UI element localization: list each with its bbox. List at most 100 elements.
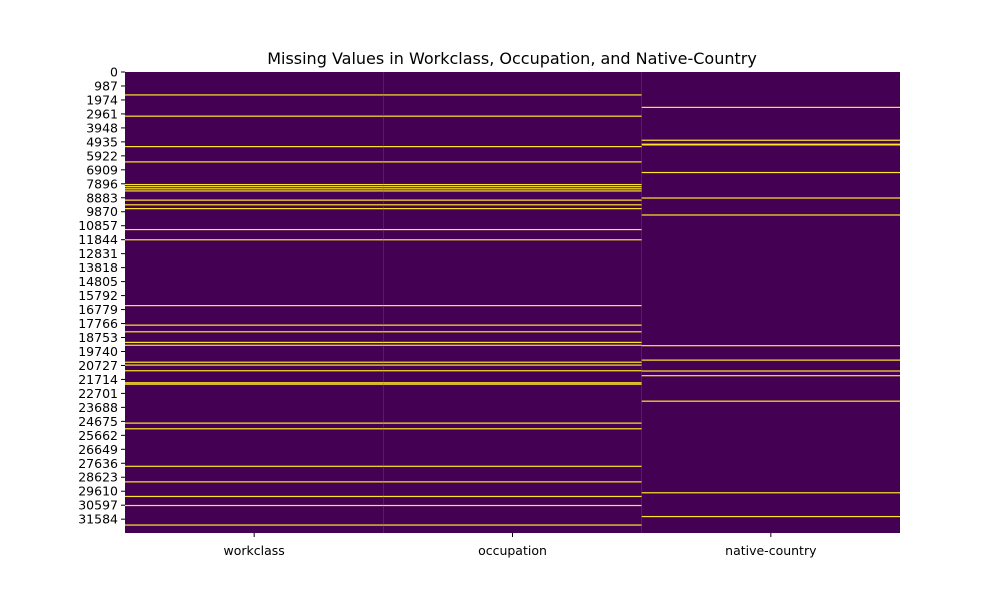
- missing-value-line: [641, 375, 900, 377]
- missing-value-line: [383, 161, 642, 163]
- y-tick-label: 26649: [78, 442, 118, 457]
- missing-value-line: [383, 239, 642, 241]
- y-tick-label: 13818: [78, 260, 118, 275]
- missing-value-line: [125, 331, 384, 333]
- missing-value-line: [125, 161, 384, 163]
- missing-value-line: [125, 370, 384, 372]
- missing-value-line: [383, 331, 642, 333]
- missing-value-line: [383, 186, 642, 188]
- missing-value-line: [383, 305, 642, 307]
- missing-value-line: [641, 144, 900, 146]
- missing-value-line: [641, 400, 900, 402]
- missing-value-line: [125, 524, 384, 526]
- heatmap-column-workclass: [125, 72, 384, 533]
- missing-value-line: [383, 465, 642, 467]
- y-tick-label: 30597: [78, 498, 118, 513]
- chart-title: Missing Values in Workclass, Occupation,…: [267, 49, 757, 68]
- y-tick-label: 15792: [78, 288, 118, 303]
- y-tick-label: 1974: [86, 92, 118, 107]
- missing-value-line: [383, 481, 642, 483]
- missing-value-line: [125, 204, 384, 206]
- y-tick-label: 29610: [78, 484, 118, 499]
- missing-value-line: [641, 345, 900, 347]
- missing-value-line: [125, 305, 384, 307]
- missing-value-line: [125, 341, 384, 344]
- missing-value-line: [383, 146, 642, 148]
- y-tick-label: 12831: [78, 246, 118, 261]
- missing-value-line: [125, 465, 384, 467]
- missing-value-line: [383, 341, 642, 344]
- missing-value-line: [641, 197, 900, 199]
- y-tick-label: 8883: [86, 190, 118, 205]
- y-tick-label: 14805: [78, 274, 118, 289]
- missing-value-line: [383, 190, 642, 192]
- missing-value-line: [125, 324, 384, 326]
- y-tick-label: 5922: [86, 148, 118, 163]
- x-tick-label-workclass: workclass: [224, 543, 285, 558]
- y-tick-label: 0: [110, 65, 118, 80]
- missing-value-line: [641, 515, 900, 518]
- missing-value-line: [383, 183, 642, 186]
- missing-value-line: [125, 344, 384, 346]
- missing-value-line: [383, 188, 642, 190]
- y-tick-label: 2961: [86, 106, 118, 121]
- y-tick-label: 24675: [78, 414, 118, 429]
- missing-value-line: [125, 382, 384, 384]
- missing-value-line: [641, 359, 900, 361]
- missing-value-line: [125, 183, 384, 186]
- y-tick-label: 18753: [78, 330, 118, 345]
- missing-value-line: [641, 214, 900, 216]
- missing-value-line: [125, 146, 384, 148]
- y-tick-label: 25662: [78, 428, 118, 443]
- missing-value-line: [125, 94, 384, 96]
- y-tick-label: 11844: [78, 232, 118, 247]
- y-tick-label: 4935: [86, 134, 118, 149]
- missing-value-line: [383, 428, 642, 430]
- heatmap-plot-area: [125, 72, 900, 533]
- missing-value-line: [641, 370, 900, 372]
- missing-value-line: [125, 115, 384, 117]
- missing-value-line: [641, 143, 900, 145]
- missing-value-line: [125, 199, 384, 201]
- y-tick-label: 28623: [78, 470, 118, 485]
- y-tick-label: 9870: [86, 204, 118, 219]
- missing-value-line: [383, 495, 642, 498]
- y-tick-label: 27636: [78, 456, 118, 471]
- y-tick-label: 10857: [78, 218, 118, 233]
- missing-value-line: [383, 422, 642, 424]
- missing-value-line: [641, 106, 900, 108]
- missing-value-line: [383, 199, 642, 201]
- missing-value-line: [125, 422, 384, 424]
- y-tick-label: 7896: [86, 176, 118, 191]
- missing-value-line: [125, 239, 384, 241]
- y-tick-label: 21714: [78, 372, 118, 387]
- missing-value-line: [125, 186, 384, 188]
- missing-value-line: [641, 139, 900, 141]
- y-tick-label: 22701: [78, 386, 118, 401]
- x-tick-label-occupation: occupation: [478, 543, 547, 558]
- missing-value-line: [383, 361, 642, 363]
- missing-value-line: [383, 364, 642, 366]
- missing-value-line: [383, 228, 642, 231]
- missing-value-line: [383, 383, 642, 385]
- x-axis: workclass occupation native-country: [224, 533, 817, 558]
- missing-value-line: [383, 504, 642, 507]
- y-tick-label: 19740: [78, 344, 118, 359]
- x-tick-label-native-country: native-country: [725, 543, 817, 558]
- missing-value-line: [125, 495, 384, 498]
- y-tick-label: 31584: [78, 512, 118, 527]
- missing-value-line: [383, 94, 642, 96]
- missing-value-line: [125, 364, 384, 366]
- missing-value-line: [383, 324, 642, 326]
- missing-value-line: [125, 208, 384, 210]
- missing-value-line: [125, 190, 384, 192]
- missing-value-line: [383, 524, 642, 526]
- y-tick-label: 16779: [78, 302, 118, 317]
- missing-value-line: [383, 208, 642, 210]
- y-tick-label: 3948: [86, 120, 118, 135]
- y-axis: 0987197429613948493559226909789688839870…: [78, 65, 125, 527]
- missing-value-line: [125, 428, 384, 430]
- missing-value-line: [125, 383, 384, 385]
- heatmap-column-occupation: [383, 72, 642, 533]
